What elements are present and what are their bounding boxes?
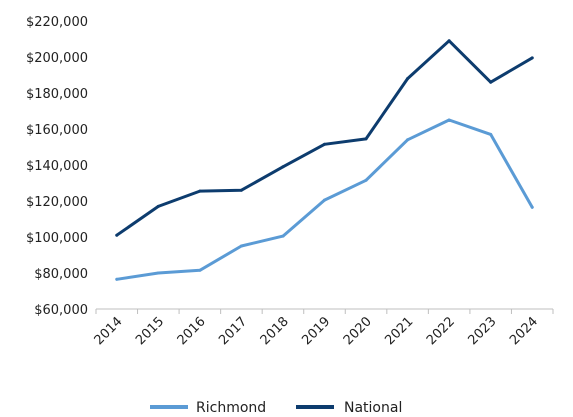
y-tick-label: $60,000 — [34, 303, 88, 318]
y-tick-label: $200,000 — [26, 51, 88, 66]
y-tick-label: $100,000 — [26, 231, 88, 246]
x-tick-label: 2022 — [424, 314, 458, 348]
data-point-national — [530, 56, 534, 60]
data-point-national — [156, 204, 160, 208]
x-tick-label: 2015 — [133, 314, 167, 348]
y-tick-label: $80,000 — [34, 267, 88, 282]
data-point-national — [447, 39, 451, 43]
data-point-national — [239, 188, 243, 192]
x-tick-label: 2020 — [341, 314, 375, 348]
x-tick-label: 2018 — [258, 314, 292, 348]
data-point-national — [489, 80, 493, 84]
data-point-richmond — [406, 138, 410, 142]
x-tick-label: 2017 — [216, 314, 250, 348]
y-tick-label: $120,000 — [26, 195, 88, 210]
data-point-richmond — [281, 234, 285, 238]
data-point-national — [115, 233, 119, 237]
y-tick-label: $140,000 — [26, 159, 88, 174]
data-point-richmond — [447, 118, 451, 122]
data-point-national — [323, 142, 326, 146]
y-tick-label: $160,000 — [26, 123, 88, 138]
data-point-richmond — [489, 132, 493, 136]
data-point-national — [406, 77, 410, 81]
y-tick-label: $220,000 — [26, 15, 88, 30]
data-point-richmond — [115, 277, 119, 281]
x-tick-label: 2021 — [382, 314, 416, 348]
data-point-national — [198, 189, 202, 193]
legend: Richmond National — [150, 400, 402, 416]
x-tick-label: 2019 — [299, 314, 333, 348]
x-tick-label: 2023 — [466, 314, 500, 348]
x-axis: 2014 2015 2016 2017 2018 2019 2020 2021 2022 2023… — [92, 308, 554, 348]
data-point-national — [364, 137, 368, 141]
series-lines — [115, 39, 534, 281]
data-point-national — [281, 165, 285, 169]
legend-label-richmond: Richmond — [196, 400, 266, 416]
data-point-richmond — [323, 198, 326, 202]
data-point-richmond — [198, 268, 202, 272]
data-point-richmond — [364, 178, 368, 182]
x-tick-label: 2016 — [175, 314, 209, 348]
legend-label-national: National — [344, 400, 402, 416]
y-tick-label: $180,000 — [26, 87, 88, 102]
y-axis: $60,000 $80,000 $100,000 $120,000 $140,000 $1… — [26, 15, 88, 318]
data-point-richmond — [239, 244, 243, 248]
data-point-richmond — [156, 271, 160, 275]
data-point-richmond — [530, 205, 534, 209]
series-line-national — [115, 39, 534, 237]
x-tick-label: 2024 — [507, 314, 541, 348]
x-tick-label: 2014 — [92, 314, 126, 348]
